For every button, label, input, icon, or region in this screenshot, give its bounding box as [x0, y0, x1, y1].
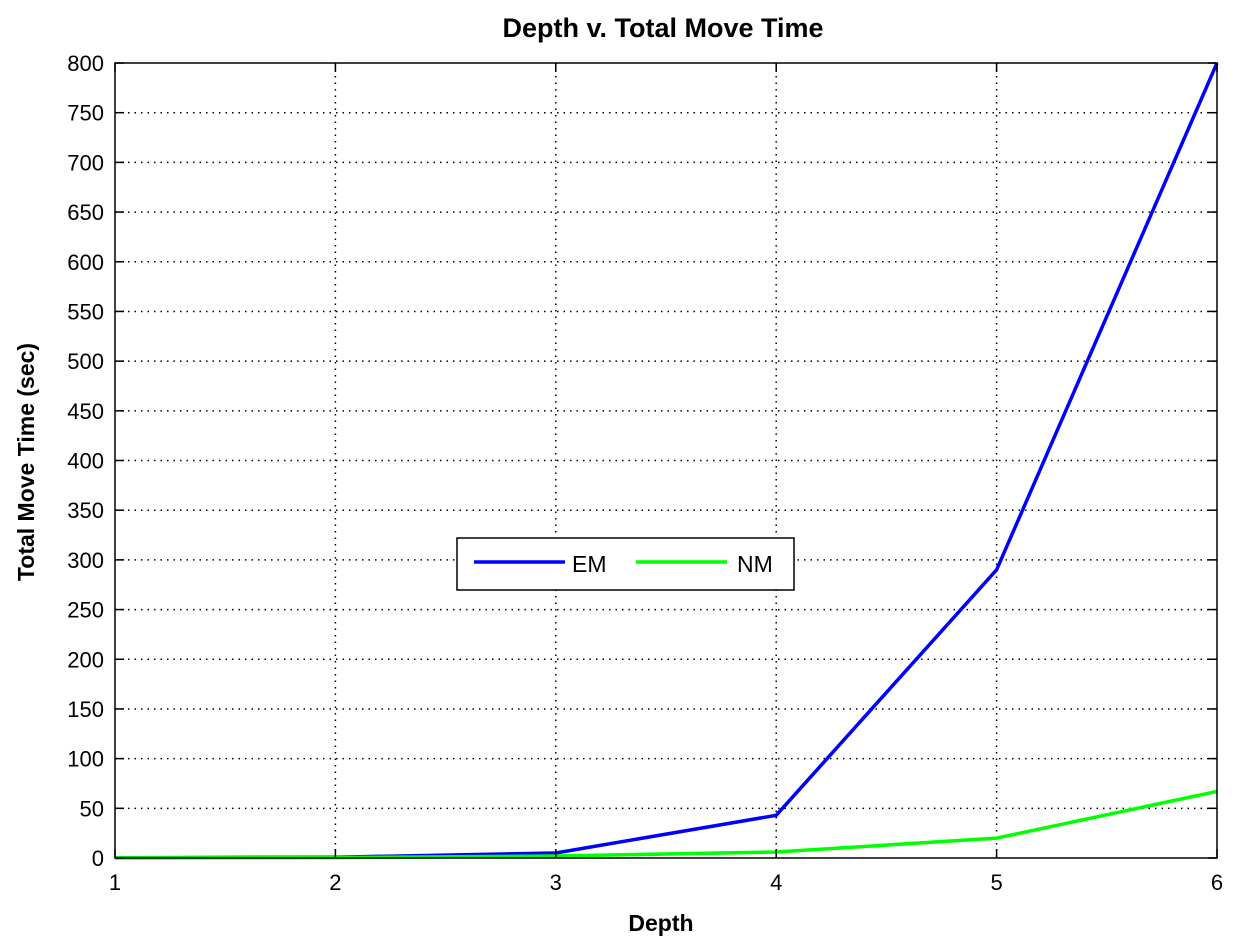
y-tick-label: 400: [67, 449, 104, 474]
grid: [115, 63, 1217, 858]
x-tick-label: 2: [329, 870, 341, 895]
y-tick-label: 550: [67, 299, 104, 324]
x-tick-label: 4: [770, 870, 782, 895]
y-tick-label: 350: [67, 498, 104, 523]
y-tick-label: 750: [67, 101, 104, 126]
y-tick-label: 50: [80, 796, 104, 821]
x-tick-label: 1: [109, 870, 121, 895]
y-tick-label: 0: [92, 846, 104, 871]
y-tick-label: 150: [67, 697, 104, 722]
x-tick-label: 6: [1211, 870, 1223, 895]
y-tick-label: 600: [67, 250, 104, 275]
legend-box: [456, 537, 795, 591]
legend: EM NM: [456, 537, 795, 591]
y-tick-label: 650: [67, 200, 104, 225]
y-tick-label: 200: [67, 647, 104, 672]
y-tick-label: 700: [67, 150, 104, 175]
x-axis-label: Depth: [628, 910, 693, 936]
x-tick-label: 5: [990, 870, 1002, 895]
axis-ticks: 1 2 3 4 5 6 0 50 100 150 200 250 300 350 400 450 500 550 6…: [67, 51, 1223, 895]
legend-label-nm: NM: [737, 551, 773, 577]
y-tick-label: 450: [67, 399, 104, 424]
y-tick-label: 500: [67, 349, 104, 374]
plot-area: [115, 63, 1217, 858]
y-tick-label: 300: [67, 548, 104, 573]
x-tick-label: 3: [550, 870, 562, 895]
y-axis-label: Total Move Time (sec): [13, 343, 39, 581]
y-tick-label: 100: [67, 747, 104, 772]
y-tick-label: 250: [67, 598, 104, 623]
y-tick-label: 800: [67, 51, 104, 76]
legend-label-em: EM: [572, 551, 607, 577]
chart-title: Depth v. Total Move Time: [502, 13, 823, 43]
